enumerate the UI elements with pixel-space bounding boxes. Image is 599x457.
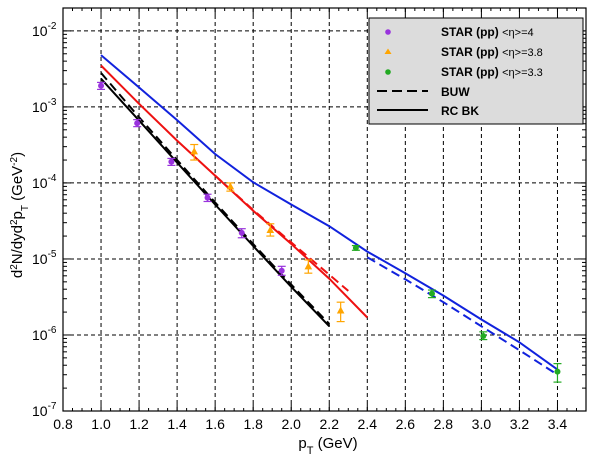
model-curve [366, 256, 559, 376]
model-curve [100, 64, 369, 319]
legend-marker-eta4 [385, 29, 391, 35]
legend-label-rcbk: RC BK [441, 104, 479, 118]
x-tick-label: 1.0 [91, 416, 111, 432]
x-tick-label: 0.8 [53, 416, 73, 432]
x-tick-label: 3.2 [510, 416, 530, 432]
y-tick-label: 10-5 [32, 249, 57, 267]
legend: STAR (pp) <η>=4 STAR (pp) <η>=3.8 STAR (… [368, 17, 584, 125]
data-point-circle [480, 332, 487, 339]
legend-marker-eta38 [384, 48, 392, 54]
data-point-circle [352, 244, 359, 251]
x-tick-label: 2.0 [281, 416, 301, 432]
x-axis-title: pT (GeV) [298, 435, 357, 457]
x-tick-label: 2.8 [434, 416, 454, 432]
curve-layer [100, 54, 559, 376]
x-tick-label: 2.6 [396, 416, 416, 432]
legend-label-buw: BUW [441, 85, 470, 99]
y-axis-title: d2N/dyd2pT (GeV-2) [9, 152, 31, 278]
y-tick-label: 10-4 [32, 173, 57, 191]
data-point-triangle [226, 182, 235, 190]
data-point-circle [98, 82, 105, 89]
model-curve [214, 174, 349, 292]
data-point-circle [554, 368, 561, 375]
data-point-triangle [336, 306, 345, 314]
legend-label-eta4: STAR (pp) <η>=4 [441, 25, 534, 39]
data-point-triangle [190, 147, 199, 155]
point-layer [97, 81, 562, 383]
legend-marker-eta33 [385, 69, 391, 75]
x-tick-label: 2.2 [320, 416, 340, 432]
plot-frame [62, 7, 587, 412]
data-point-triangle [304, 262, 313, 270]
legend-label-eta38: STAR (pp) <η>=3.8 [441, 45, 543, 59]
tick-layer: 0.8 1.0 1.2 1.4 1.6 1.8 2.0 2.2 2.4 2.6 2.8 3.0 3.2 3… [32, 8, 586, 432]
x-tick-label: 1.6 [205, 416, 225, 432]
data-point-circle [278, 267, 285, 274]
data-point-circle [238, 229, 245, 236]
x-tick-label: 1.4 [167, 416, 187, 432]
y-tick-label: 10-2 [32, 21, 57, 39]
x-tick-label: 1.2 [129, 416, 149, 432]
grid-layer [63, 8, 586, 411]
legend-label-eta33: STAR (pp) <η>=3.3 [441, 65, 543, 79]
y-tick-label: 10-3 [32, 97, 57, 115]
data-point-triangle [266, 226, 275, 234]
model-curve [100, 54, 559, 371]
data-point-circle [168, 158, 175, 165]
model-curve [100, 72, 331, 325]
legend-box [368, 17, 584, 125]
data-point-circle [134, 120, 141, 127]
y-tick-label: 10-7 [32, 401, 57, 419]
data-point-circle [204, 194, 211, 201]
x-tick-label: 3.4 [548, 416, 568, 432]
x-tick-label: 2.4 [358, 416, 378, 432]
x-tick-label: 1.8 [243, 416, 263, 432]
y-tick-label: 10-6 [32, 325, 57, 343]
x-tick-label: 3.0 [472, 416, 492, 432]
model-curve [100, 78, 331, 327]
data-point-circle [428, 290, 435, 297]
